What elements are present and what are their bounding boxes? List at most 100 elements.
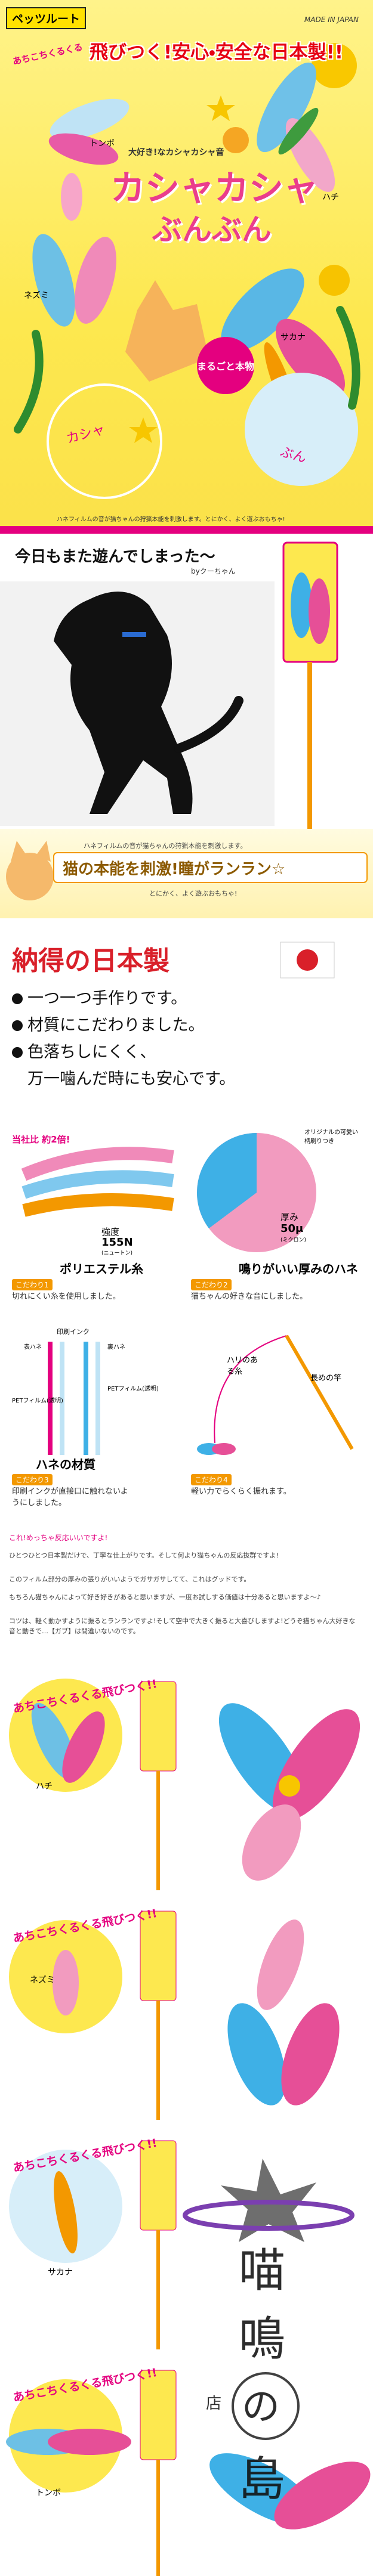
headline-box [53,852,368,883]
label: サカナ [280,333,306,342]
part-label: 印刷インク [57,1328,90,1336]
variant: あちこちくるくる飛びつく!! ネズミ [0,1893,373,2123]
stick [156,2001,160,2120]
label: トンボ [90,139,115,148]
spec-value: 155N [101,1236,133,1249]
made-in: MADE IN JAPAN [304,16,359,24]
bullet [12,1047,23,1058]
spec-unit: (ミクロン) [280,1237,307,1243]
flag-art [280,942,335,979]
banner-line: とにかく、よく遊ぶおもちゃ! [149,890,238,897]
list-item: 材質にこだわりました。 [12,1014,204,1038]
wing [50,98,130,140]
feature-name: ポリエステル糸 [60,1262,143,1276]
banner-line: ハネフィルムの音が猫ちゃんの狩猟本能を刺激します。 [84,842,247,850]
photo-section: 今日もまた遊んでしまった〜 byクーちゃん [0,534,373,829]
thread [21,1147,174,1181]
feature-tag: こだわり4 [191,1474,232,1485]
wing [62,1711,105,1783]
label: ハチ [322,193,339,202]
package [140,2140,177,2231]
bottom-bar [0,526,373,534]
spec-label: 強度 [101,1227,120,1237]
item-text: 色落ちしにくく、 [27,1043,156,1061]
banner-art [6,841,368,900]
list-item: 色落ちしにくく、 [12,1041,156,1064]
variant-label: ハチ [36,1782,53,1791]
review-lead: これ!めっちゃ反応いいですよ! [9,1534,108,1542]
review-text: コツは、軽く動かすように振るとランランですよ!そして空中で大きく振ると大喜びしま… [9,1617,356,1635]
item-text: 一つ一つ手作りです。 [27,989,187,1008]
mouse [257,1919,304,2010]
variant-art [9,1911,340,2120]
variant-label: ネズミ [30,1976,55,1985]
label: ネズミ [24,291,49,301]
wing [309,578,330,644]
badge: まるごと本物 [197,337,254,394]
part-label: 裏ハネ [107,1344,125,1351]
film-art [197,1133,316,1252]
variant-art [6,2370,371,2576]
stick [156,2460,160,2576]
thread [21,1170,174,1199]
features: 当社比 約2倍! 強度 155N (ニュートン) ポリエステル糸 こだわり1 切… [0,1121,373,1527]
part-label: PETフィルム(透明) [107,1386,159,1392]
made-in-japan: 納得の日本製 一つ一つ手作りです。 材質にこだわりました。 色落ちしにくく、 万… [0,918,373,1121]
feature-panel: オリジナルの可愛い柄刷りつき 厚み 50μ (ミクロン) 鳴りがいい厚みのハネ … [191,1121,361,1312]
wing [221,268,304,352]
wing [48,133,119,165]
wing [227,2003,286,2106]
banner: ハネフィルムの音が猫ちゃんの狩猟本能を刺激します。 猫の本能を刺激!瞳がランラン… [0,829,373,918]
wing [274,2462,371,2529]
variant-label: トンボ [36,2488,61,2498]
feature-tag: こだわり1 [12,1279,53,1290]
item-text: 材質にこだわりました。 [27,1016,205,1035]
feature-text: 印刷インクが直接口に触れないようにしました。 [12,1487,128,1507]
flag-sun [297,949,318,971]
wing [48,2429,131,2455]
feature-tag: こだわり3 [12,1474,53,1485]
kitten [6,853,54,900]
spec-unit: (ニュートン) [101,1250,133,1256]
feature-text: 猫ちゃんの好きな音にしました。 [191,1292,308,1301]
bullet [12,1020,23,1031]
photo-credit: byクーちゃん [191,567,236,575]
hero-art [0,43,373,534]
watermark-char: 島 [239,2453,286,2506]
rod-art [197,1335,354,1455]
star [129,417,158,443]
thread [214,1335,287,1444]
list-item: 一つ一つ手作りです。 [12,987,187,1011]
wing [276,318,345,397]
review: これ!めっちゃ反応いいですよ! ひとつひとつ日本製だけで、丁寧な仕上がりです。そ… [0,1527,373,1664]
flower [223,127,249,153]
feature-panel: ハリのある糸 長めの竿 こだわり4 軽い力でらくらく振れます。 [191,1324,361,1515]
feature-text: 切れにくい糸を使用しました。 [12,1292,121,1301]
cat [125,280,209,382]
stick [156,1771,160,1890]
ear [36,841,51,862]
mouse [61,173,82,221]
part-label: ハリのある糸 [227,1356,258,1376]
body-part [279,1775,300,1797]
watermark-char: 鳴 [239,2312,286,2366]
variant-art [9,2140,177,2349]
feature-name: 鳴りがいい厚みのハネ [239,1262,358,1276]
feature-name: ハネの材質 [36,1457,95,1472]
part-label: 表ハネ [24,1344,42,1351]
part-label: PETフィルム(透明) [12,1398,63,1404]
body-part [278,107,319,155]
variant-art [9,1679,360,1890]
item-text: 万一噛んだ時にも安心です。 [27,1070,236,1088]
tail [174,696,243,753]
subtitle: 大好き!なカシャカシャ音 [128,148,224,157]
badge: オリジナルの可愛い柄刷りつき [304,1129,358,1145]
package [140,1911,177,2001]
photo-art [0,541,338,829]
brand-logo: ペッツルート [6,7,87,29]
wing [32,234,75,327]
thread [22,1193,174,1217]
cat [54,592,193,814]
